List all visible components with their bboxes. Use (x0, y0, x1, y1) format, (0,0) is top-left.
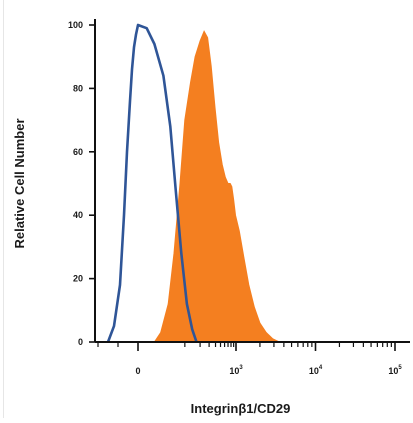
y-axis-title: Relative Cell Number (12, 118, 27, 248)
x-tick-label: 0 (135, 366, 140, 376)
frame-border (3, 0, 4, 418)
y-tick-label: 80 (73, 83, 83, 93)
outline-histogram-series (106, 23, 198, 343)
axes-layer (94, 19, 410, 343)
x-tick-label: 105 (388, 365, 402, 376)
x-axis-title: Integrinβ1/CD29 (191, 401, 291, 416)
filled-histogram-series (153, 30, 280, 343)
y-tick-label: 0 (78, 337, 83, 347)
series-layer (106, 23, 280, 343)
y-tick-label: 20 (73, 274, 83, 284)
y-tick-label: 60 (73, 147, 83, 157)
y-tick-label: 40 (73, 210, 83, 220)
x-tick-label: 103 (229, 365, 243, 376)
y-tick-label: 100 (68, 20, 83, 30)
x-tick-label: 104 (309, 365, 323, 376)
ticks-layer: 0 20 40 60 80 100 0 103 104 105 (68, 20, 402, 376)
